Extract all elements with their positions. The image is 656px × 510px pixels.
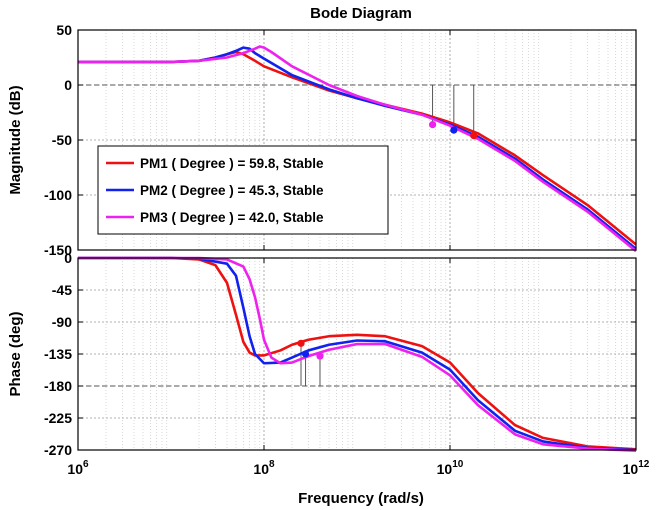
x-axis-label: Frequency (rad/s) — [298, 490, 424, 507]
series-line-pm2 — [78, 256, 637, 452]
y-tick-label: -225 — [44, 410, 72, 426]
x-tick-label: 108 — [253, 459, 275, 477]
y-tick-label: 0 — [64, 77, 72, 93]
legend-entry-pm1: PM1 ( Degree ) = 59.8, Stable — [140, 156, 324, 171]
margin-marker-pm3 — [429, 121, 437, 129]
y-tick-label: -270 — [44, 442, 72, 458]
legend-box — [97, 145, 389, 235]
margin-marker-pm3 — [316, 352, 324, 360]
legend: PM1 ( Degree ) = 59.8, Stable PM2 ( Degre… — [97, 145, 389, 235]
series-line-pm2 — [78, 46, 637, 250]
margin-marker-pm2 — [301, 350, 310, 358]
y-tick-label: -150 — [44, 242, 72, 258]
chart-title: Bode Diagram — [310, 5, 412, 22]
magnitude-panel: 50 0 -50 -100 -150 PM1 ( Degree ) = 59.8, Sta… — [44, 22, 637, 258]
series-line-pm1 — [78, 256, 637, 451]
magnitude-axis-label: Magnitude (dB) — [7, 85, 24, 194]
y-tick-label: -135 — [44, 346, 72, 362]
y-tick-label: -100 — [44, 187, 72, 203]
phase-panel: 0 -45 -90 -135 -180 -225 -270 — [44, 250, 637, 458]
x-tick-label: 1012 — [623, 459, 650, 477]
legend-entry-pm3: PM3 ( Degree ) = 42.0, Stable — [140, 210, 324, 225]
margin-marker-pm1 — [297, 339, 305, 347]
margin-marker-pm2 — [450, 126, 458, 134]
series-line-pm3 — [78, 256, 637, 453]
x-tick-label: 106 — [67, 459, 89, 477]
series-line-pm3 — [78, 45, 637, 253]
y-tick-label: 0 — [64, 250, 72, 266]
phase-axis-label: Phase (deg) — [7, 311, 24, 396]
y-tick-label: -50 — [52, 132, 72, 148]
y-tick-label: -45 — [52, 282, 72, 298]
legend-entry-pm2: PM2 ( Degree ) = 45.3, Stable — [140, 183, 324, 198]
margin-marker-pm1 — [470, 132, 478, 140]
y-tick-label: -90 — [52, 314, 72, 330]
x-tick-label: 1010 — [437, 459, 464, 477]
y-tick-label: -180 — [44, 378, 72, 394]
y-tick-label: 50 — [56, 22, 72, 38]
